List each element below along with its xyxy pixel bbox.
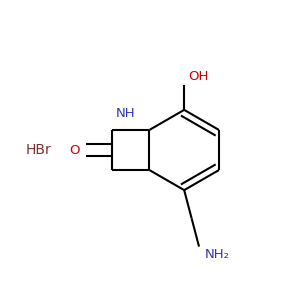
Text: NH₂: NH₂ bbox=[204, 248, 230, 261]
Text: NH: NH bbox=[116, 106, 135, 119]
Text: OH: OH bbox=[189, 70, 209, 83]
Text: HBr: HBr bbox=[25, 143, 51, 157]
Text: O: O bbox=[70, 143, 80, 157]
